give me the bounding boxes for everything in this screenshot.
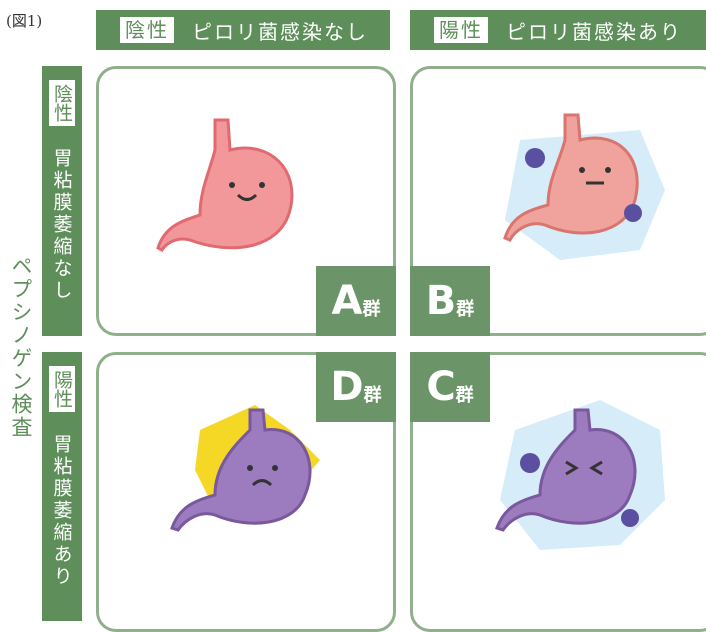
column-label: ピロリ菌感染なし [192, 19, 368, 44]
figure-label: (図1) [6, 12, 43, 30]
group-letter: B [425, 278, 457, 324]
cell [96, 66, 396, 336]
column-label: ピロリ菌感染あり [506, 19, 682, 44]
row-header: 陽性 胃粘膜萎縮あり [42, 352, 82, 621]
stomach-infected [503, 113, 665, 260]
row-badge: 陰性 [49, 80, 75, 126]
group-suffix: 群 [456, 299, 475, 320]
group-letter: D [330, 364, 364, 410]
group-suffix: 群 [363, 385, 382, 406]
row-label: 胃粘膜萎縮あり [50, 434, 73, 588]
cell [410, 66, 706, 336]
column-header: 陰性 ピロリ菌感染なし [96, 10, 390, 50]
column-badge: 陽性 [434, 17, 488, 43]
side-label: ペプシノゲン検査 [9, 255, 33, 439]
stomach-infected-atrophy [495, 400, 665, 550]
stomach-healthy [156, 118, 294, 252]
row-header: 陰性 胃粘膜萎縮なし [42, 66, 82, 336]
group-suffix: 群 [455, 385, 474, 406]
column-header: 陽性 ピロリ菌感染あり [410, 10, 706, 50]
row-label: 胃粘膜萎縮なし [50, 148, 73, 302]
column-badge: 陰性 [120, 17, 174, 43]
stomach-atrophy [170, 405, 320, 532]
group-letter: A [331, 278, 363, 324]
group-letter: C [426, 364, 456, 410]
row-badge: 陽性 [49, 366, 75, 412]
group-suffix: 群 [362, 299, 381, 320]
